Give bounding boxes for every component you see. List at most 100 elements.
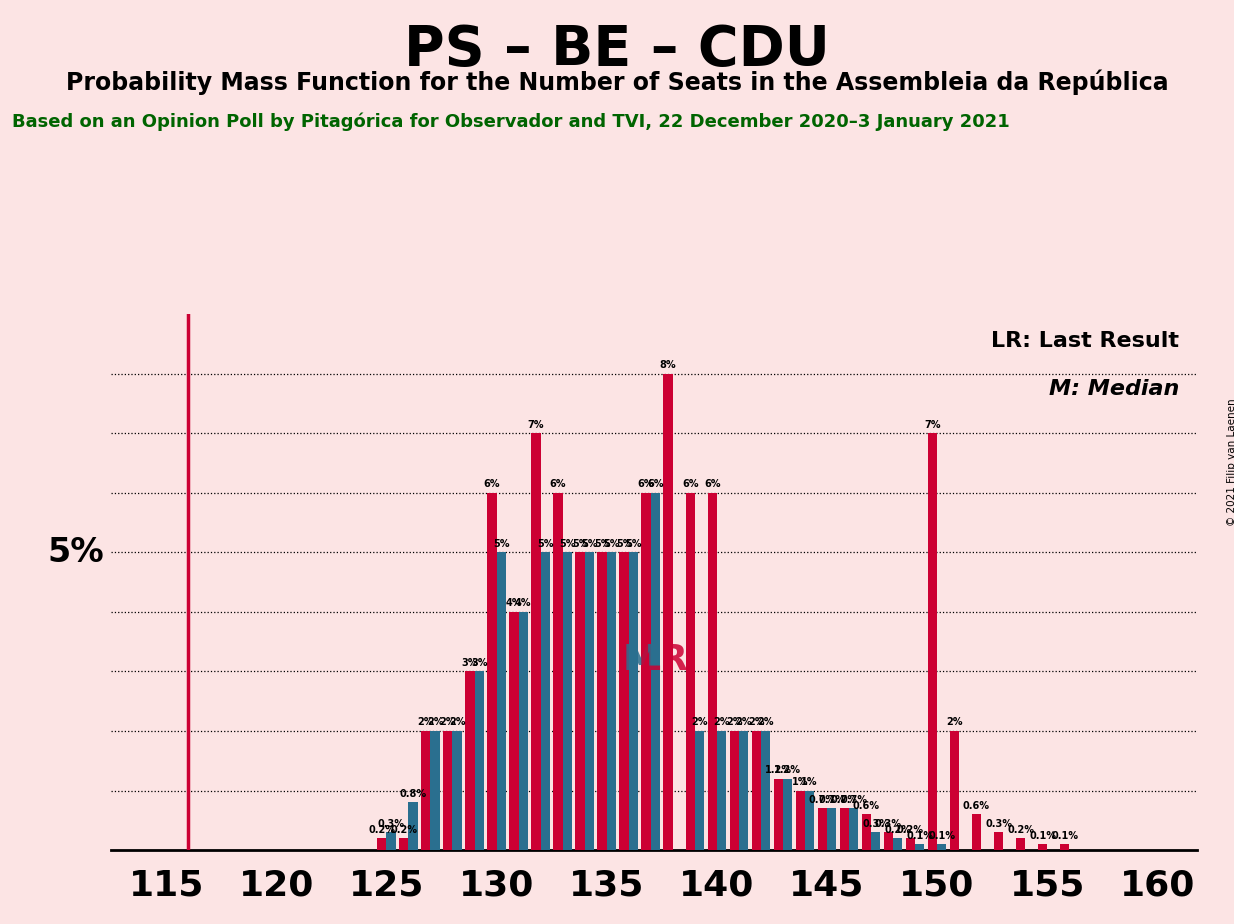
Bar: [650, 492, 660, 850]
Bar: [937, 845, 946, 850]
Bar: [839, 808, 849, 850]
Text: 5%: 5%: [537, 539, 554, 549]
Text: 6%: 6%: [682, 480, 698, 489]
Text: 4%: 4%: [506, 599, 522, 608]
Bar: [1060, 845, 1069, 850]
Text: 0.1%: 0.1%: [928, 831, 955, 841]
Bar: [487, 492, 496, 850]
Bar: [496, 553, 506, 850]
Bar: [774, 779, 782, 850]
Bar: [752, 731, 761, 850]
Bar: [518, 612, 528, 850]
Bar: [906, 838, 916, 850]
Bar: [607, 553, 616, 850]
Text: 0.1%: 0.1%: [906, 831, 933, 841]
Text: 2%: 2%: [713, 717, 729, 727]
Bar: [642, 492, 650, 850]
Text: 1.2%: 1.2%: [774, 765, 801, 775]
Bar: [805, 791, 814, 850]
Text: 2%: 2%: [427, 717, 443, 727]
Bar: [619, 553, 628, 850]
Bar: [950, 731, 959, 850]
Text: 6%: 6%: [549, 480, 566, 489]
Bar: [431, 731, 439, 850]
Text: 5%: 5%: [48, 536, 105, 569]
Bar: [884, 833, 893, 850]
Bar: [465, 672, 475, 850]
Bar: [782, 779, 792, 850]
Text: 2%: 2%: [439, 717, 457, 727]
Bar: [729, 731, 739, 850]
Text: 0.2%: 0.2%: [390, 824, 417, 834]
Text: M: Median: M: Median: [1049, 379, 1180, 398]
Text: 1.2%: 1.2%: [765, 765, 792, 775]
Bar: [532, 433, 540, 850]
Text: 0.2%: 0.2%: [368, 824, 395, 834]
Bar: [540, 553, 550, 850]
Text: 5%: 5%: [492, 539, 510, 549]
Text: 0.6%: 0.6%: [963, 801, 990, 810]
Text: 5%: 5%: [626, 539, 642, 549]
Text: 0.7%: 0.7%: [808, 795, 835, 805]
Text: 0.3%: 0.3%: [863, 819, 890, 829]
Text: 0.7%: 0.7%: [830, 795, 858, 805]
Bar: [443, 731, 453, 850]
Bar: [717, 731, 726, 850]
Bar: [628, 553, 638, 850]
Bar: [408, 802, 417, 850]
Text: 2%: 2%: [449, 717, 465, 727]
Bar: [378, 838, 386, 850]
Text: Probability Mass Function for the Number of Seats in the Assembleia da República: Probability Mass Function for the Number…: [65, 69, 1169, 95]
Text: 6%: 6%: [484, 480, 500, 489]
Bar: [871, 833, 880, 850]
Bar: [818, 808, 827, 850]
Text: 7%: 7%: [924, 419, 940, 430]
Bar: [686, 492, 695, 850]
Text: 5%: 5%: [616, 539, 632, 549]
Bar: [861, 814, 871, 850]
Text: 5%: 5%: [559, 539, 575, 549]
Bar: [510, 612, 518, 850]
Text: 3%: 3%: [471, 658, 487, 668]
Bar: [453, 731, 462, 850]
Text: 8%: 8%: [660, 360, 676, 371]
Text: 0.3%: 0.3%: [985, 819, 1012, 829]
Bar: [563, 553, 571, 850]
Text: 0.1%: 0.1%: [1051, 831, 1079, 841]
Text: 2%: 2%: [691, 717, 707, 727]
Text: 0.2%: 0.2%: [884, 824, 911, 834]
Text: 2%: 2%: [726, 717, 743, 727]
Bar: [585, 553, 594, 850]
Bar: [916, 845, 924, 850]
Bar: [575, 553, 585, 850]
Text: 6%: 6%: [703, 480, 721, 489]
Text: 2%: 2%: [748, 717, 765, 727]
Bar: [553, 492, 563, 850]
Bar: [993, 833, 1003, 850]
Text: 5%: 5%: [581, 539, 597, 549]
Text: 0.6%: 0.6%: [853, 801, 880, 810]
Text: 6%: 6%: [647, 480, 664, 489]
Text: 0.2%: 0.2%: [897, 824, 924, 834]
Text: 0.2%: 0.2%: [1007, 824, 1034, 834]
Text: 5%: 5%: [571, 539, 589, 549]
Text: 0.3%: 0.3%: [875, 819, 902, 829]
Bar: [796, 791, 805, 850]
Text: 5%: 5%: [603, 539, 619, 549]
Bar: [597, 553, 607, 850]
Text: 0.1%: 0.1%: [1029, 831, 1056, 841]
Bar: [695, 731, 705, 850]
Text: LR: Last Result: LR: Last Result: [991, 331, 1180, 351]
Bar: [1016, 838, 1025, 850]
Text: 1%: 1%: [801, 777, 818, 787]
Text: 2%: 2%: [758, 717, 774, 727]
Text: 0.3%: 0.3%: [378, 819, 405, 829]
Text: 2%: 2%: [946, 717, 963, 727]
Bar: [1038, 845, 1048, 850]
Bar: [707, 492, 717, 850]
Text: 7%: 7%: [528, 419, 544, 430]
Bar: [739, 731, 748, 850]
Bar: [761, 731, 770, 850]
Text: LR: LR: [638, 642, 689, 676]
Text: 0.7%: 0.7%: [840, 795, 868, 805]
